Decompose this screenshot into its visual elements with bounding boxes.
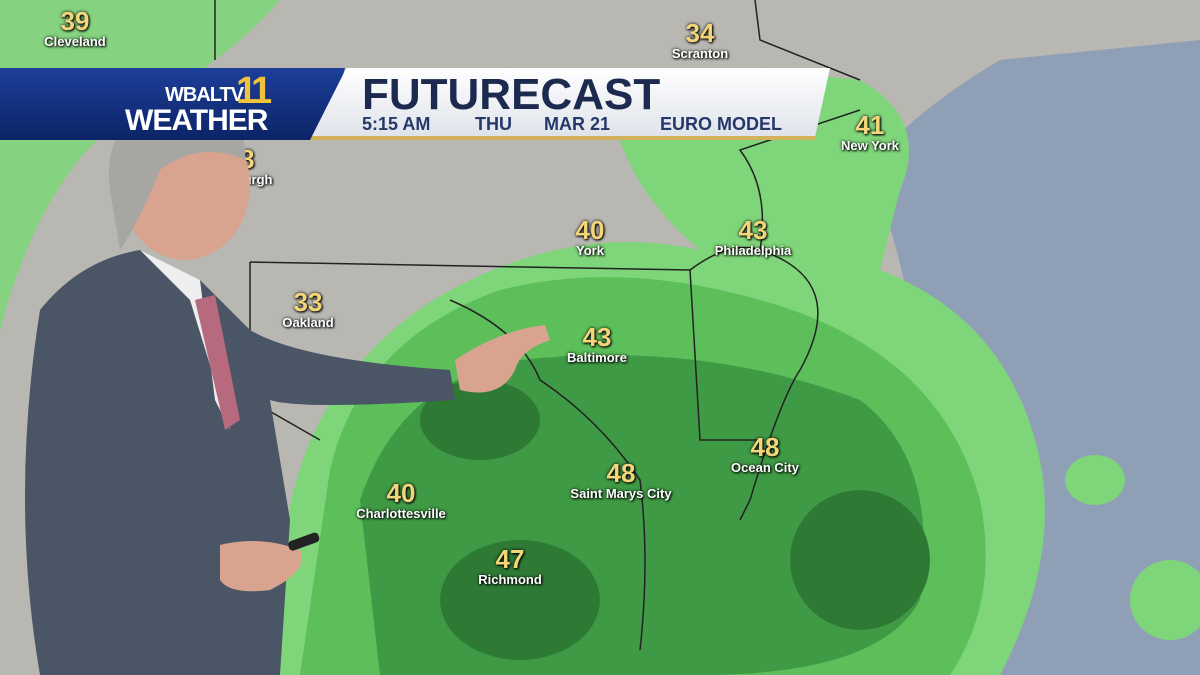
city-label-philadelphia: 43 Philadelphia xyxy=(715,217,792,258)
temperature: 33 xyxy=(293,287,323,317)
city-name: York xyxy=(576,243,604,258)
city-name: Cleveland xyxy=(44,34,106,49)
temperature: 34 xyxy=(685,18,715,48)
city-name: Baltimore xyxy=(567,350,627,365)
city-label-richmond: 47 Richmond xyxy=(478,546,542,587)
city-name: Richmond xyxy=(478,572,542,587)
temperature: 43 xyxy=(582,322,612,352)
presenter xyxy=(25,105,550,675)
city-label-baltimore: 43 Baltimore xyxy=(567,324,627,365)
forecast-model: EURO MODEL xyxy=(660,114,783,134)
city-name: Philadelphia xyxy=(714,243,792,258)
temperature: 40 xyxy=(575,215,605,245)
temperature: 43 xyxy=(738,215,768,245)
forecast-day: THU xyxy=(475,114,512,134)
city-name: Charlottesville xyxy=(356,506,446,521)
city-label-york: 40 York xyxy=(576,217,605,258)
forecast-time: 5:15 AM xyxy=(362,114,431,134)
city-label-new-york: 41 New York xyxy=(841,112,899,153)
city-label-cleveland: 39 Cleveland xyxy=(44,8,105,49)
temperature: 41 xyxy=(855,110,885,140)
city-label-oakland: 33 Oakland xyxy=(282,289,333,330)
temperature: 40 xyxy=(386,478,416,508)
logo-text: WBALTV xyxy=(165,84,244,106)
city-label-saint-marys-city: 48 Saint Marys City xyxy=(570,460,671,501)
banner-title: FUTURECAST xyxy=(362,70,661,119)
logo-text-weather: WEATHER xyxy=(125,104,268,137)
temperature: 48 xyxy=(606,458,636,488)
forecast-date: MAR 21 xyxy=(544,114,611,134)
city-name: New York xyxy=(840,138,900,153)
temperature: 47 xyxy=(495,544,525,574)
city-name: Oakland xyxy=(282,315,334,330)
city-name: Saint Marys City xyxy=(570,486,672,501)
temperature: 48 xyxy=(750,432,780,462)
title-panel: FUTURECAST 5:15 AM THU MAR 21 EURO MODEL xyxy=(310,68,830,140)
station-logo: WBALTV 11 WEATHER xyxy=(0,68,345,140)
logo-number: 11 xyxy=(236,70,272,112)
temperature: 39 xyxy=(60,6,90,36)
city-name: Ocean City xyxy=(731,460,799,475)
city-label-ocean-city: 48 Ocean City xyxy=(731,434,799,475)
city-label-scranton: 34 Scranton xyxy=(672,20,728,61)
city-label-charlottesville: 40 Charlottesville xyxy=(356,480,446,521)
city-name: Scranton xyxy=(671,46,729,61)
futurecast-banner: WBALTV 11 WEATHER FUTURECAST 5:15 AM THU… xyxy=(0,68,830,140)
